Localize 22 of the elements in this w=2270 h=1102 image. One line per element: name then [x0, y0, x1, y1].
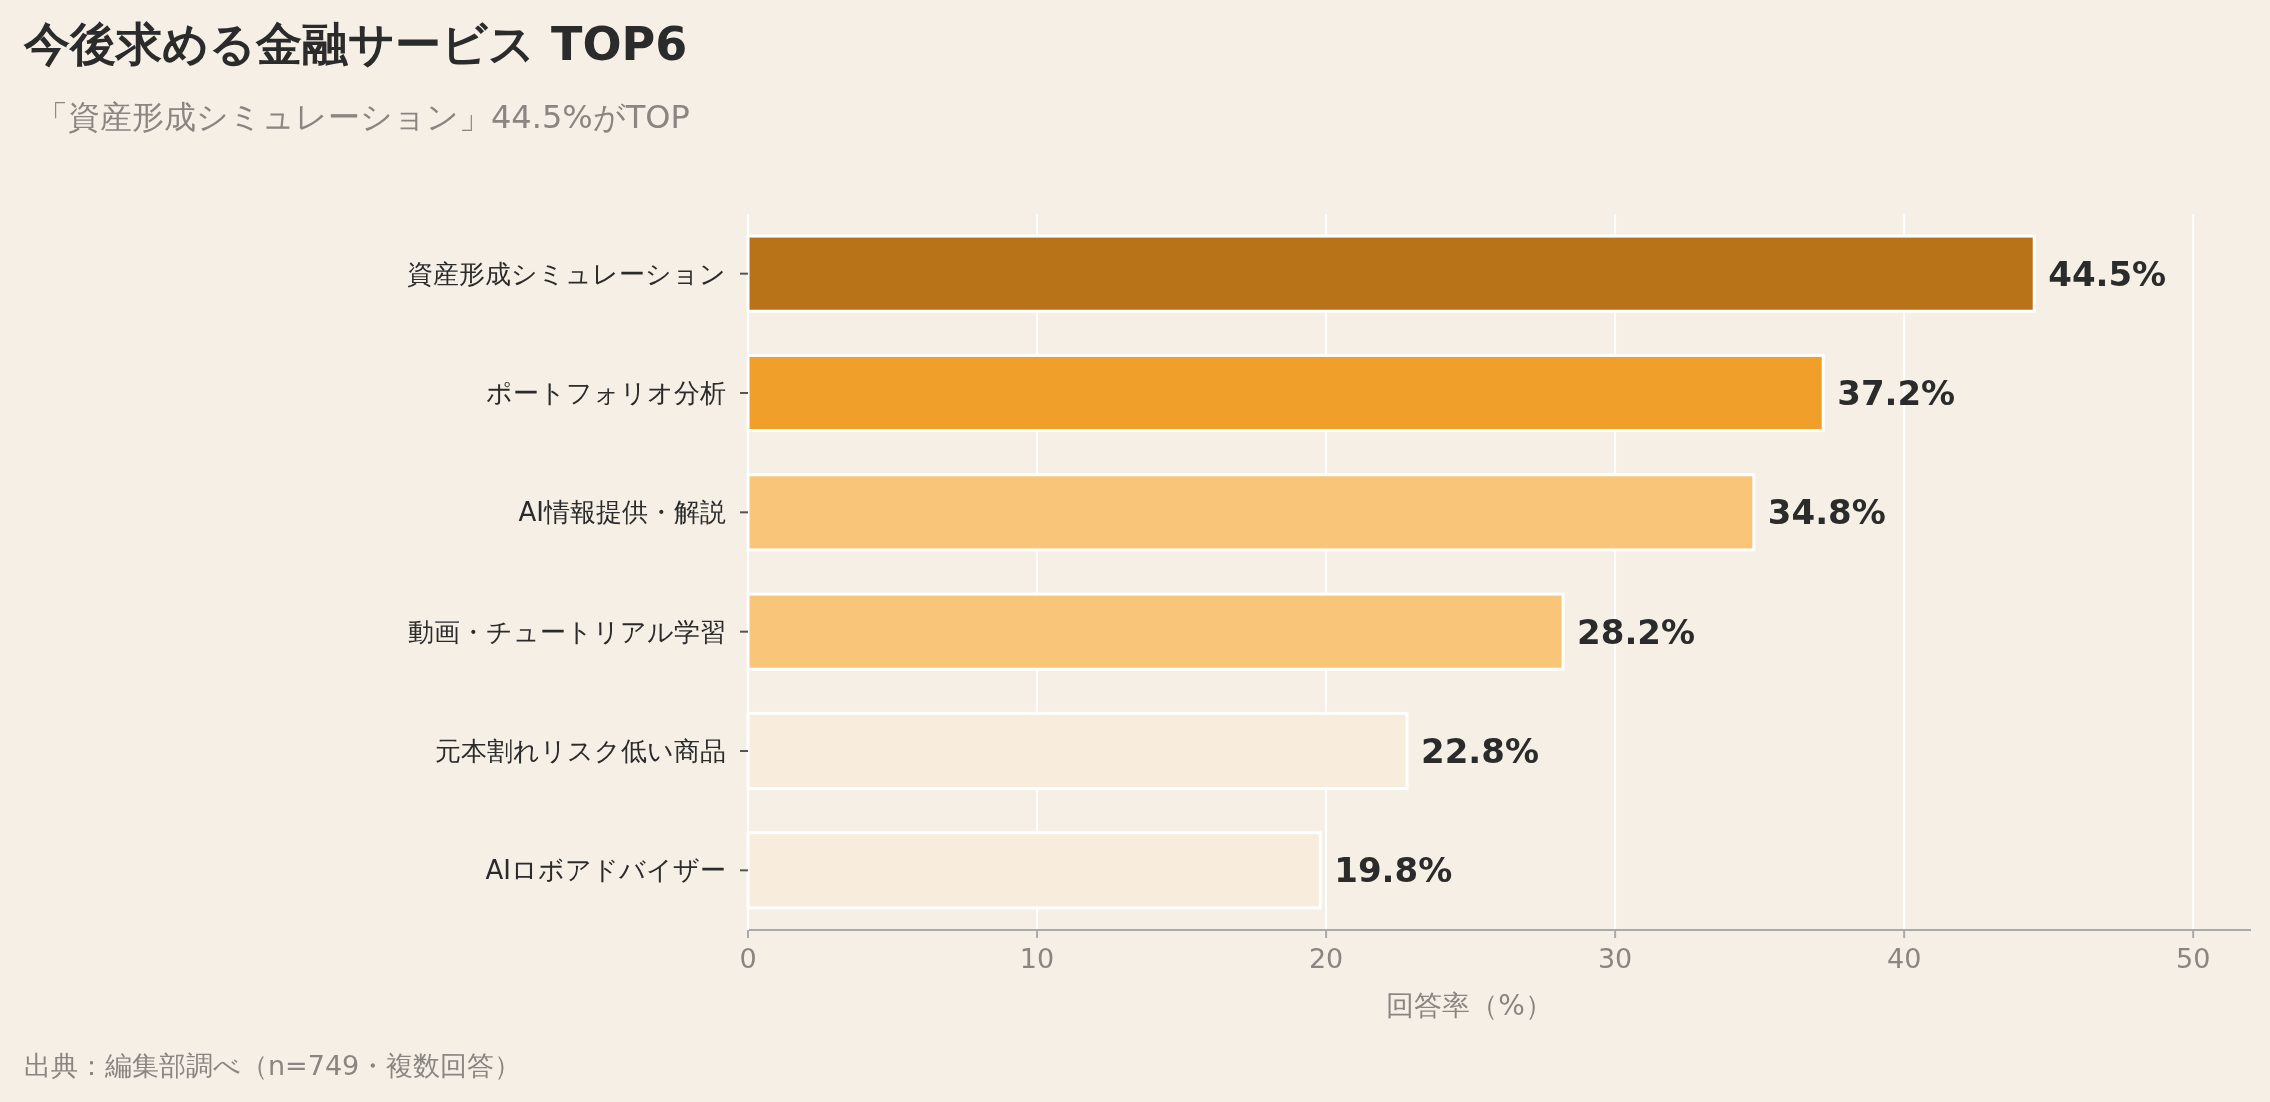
source-note: 出典：編集部調べ（n=749・複数回答）: [24, 1050, 522, 1081]
x-tick-label: 0: [739, 943, 757, 974]
x-tick-label: 10: [1019, 943, 1055, 974]
x-tick-label: 40: [1886, 943, 1922, 974]
text: 今後求める金融サービス TOP6: [23, 17, 688, 71]
x-tick-label: 50: [2176, 943, 2211, 974]
data-label: 28.2%: [1577, 611, 1696, 652]
y-tick-label: 元本割れリスク低い商品: [435, 736, 726, 766]
data-label: 44.5%: [2048, 253, 2167, 294]
data-label: 22.8%: [1421, 731, 1539, 771]
y-tick-label: AI情報提供・解説: [518, 497, 726, 528]
y-tick-label: 動画・チュートリアル学習: [408, 616, 726, 647]
data-label: 34.8%: [1767, 492, 1886, 533]
x-tick-label: 20: [1308, 943, 1344, 974]
y-tick-label: 資産形成シミュレーション: [407, 258, 726, 289]
y-tick-label: ポートフォリオ分析: [486, 378, 726, 408]
text: 「資産形成シミュレーション」44.5%がTOP: [36, 98, 690, 136]
data-label: 37.2%: [1837, 373, 1956, 413]
data-label: 19.8%: [1334, 850, 1453, 891]
x-axis-title: 回答率（%）: [1386, 989, 1553, 1022]
x-tick-label: 30: [1597, 943, 1633, 974]
y-tick-label: AIロボアドバイザー: [485, 855, 726, 886]
